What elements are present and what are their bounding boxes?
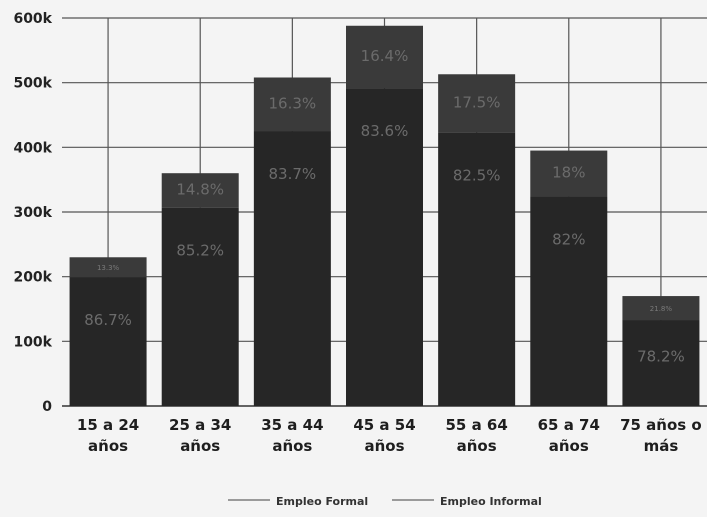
data-label: 83.6% [361,122,409,140]
data-label: 82.5% [453,166,501,184]
data-label: 17.5% [453,93,501,111]
x-category-label: 35 a 44 [261,416,323,434]
x-category-label: años [549,437,589,455]
x-category-label: 25 a 34 [169,416,231,434]
bar-segment-informal [253,131,331,406]
bar-segment-formal [530,150,608,197]
y-tick-label: 600k [13,11,52,27]
x-category-label: 45 a 54 [353,416,415,434]
data-label: 14.8% [176,180,224,198]
data-label: 83.7% [269,165,317,183]
x-category-label: años [272,437,312,455]
x-category-label: años [457,437,497,455]
y-tick-label: 0 [42,399,52,415]
x-category-label: años [88,437,128,455]
x-axis-labels: 15 a 24 años 25 a 34 años 35 a 44 años 45 a 54… [77,416,702,455]
x-category-label: más [644,437,679,455]
y-axis: 0 100k 200k 300k 400k 500k 600k [13,11,52,415]
bar-segment-formal [253,77,331,132]
data-label: 85.2% [176,242,224,260]
bar-segment-informal [438,132,516,406]
y-tick-label: 300k [13,205,52,221]
bar-segment-formal [69,257,147,278]
x-category-label: 75 años o [620,416,702,434]
x-category-label: años [180,437,220,455]
bar-segment-formal [438,74,516,133]
bar-segment-informal [346,88,423,407]
bar-segment-informal [530,196,608,406]
data-label: 21.8% [650,305,673,313]
legend-label: Empleo Formal [276,495,368,508]
y-tick-label: 100k [13,334,52,350]
bar-segment-informal [69,277,147,406]
x-category-label: 65 a 74 [538,416,600,434]
data-label: 86.7% [84,311,132,329]
data-label: 13.3% [97,264,120,272]
data-label: 16.4% [361,47,409,65]
x-category-label: 15 a 24 [77,416,139,434]
data-label: 78.2% [637,347,685,365]
data-label: 16.3% [269,94,317,112]
bar-segment-informal [161,207,239,406]
legend: Empleo Formal Empleo Informal [228,495,542,508]
bar-segment-informal [622,320,700,406]
x-category-label: años [364,437,404,455]
bar-segment-formal [622,296,700,321]
data-label: 18% [552,164,585,182]
y-tick-label: 200k [13,270,52,286]
y-tick-label: 400k [13,140,52,156]
y-tick-label: 500k [13,76,52,92]
legend-label: Empleo Informal [440,495,542,508]
data-label: 82% [552,231,585,249]
bars: 86.7% 13.3% 85.2% 14.8% 83.7% 16.3% 83.6% 16.4%… [69,25,700,407]
x-category-label: 55 a 64 [445,416,507,434]
bar-segment-formal [346,25,423,89]
bar-segment-formal [161,173,239,208]
